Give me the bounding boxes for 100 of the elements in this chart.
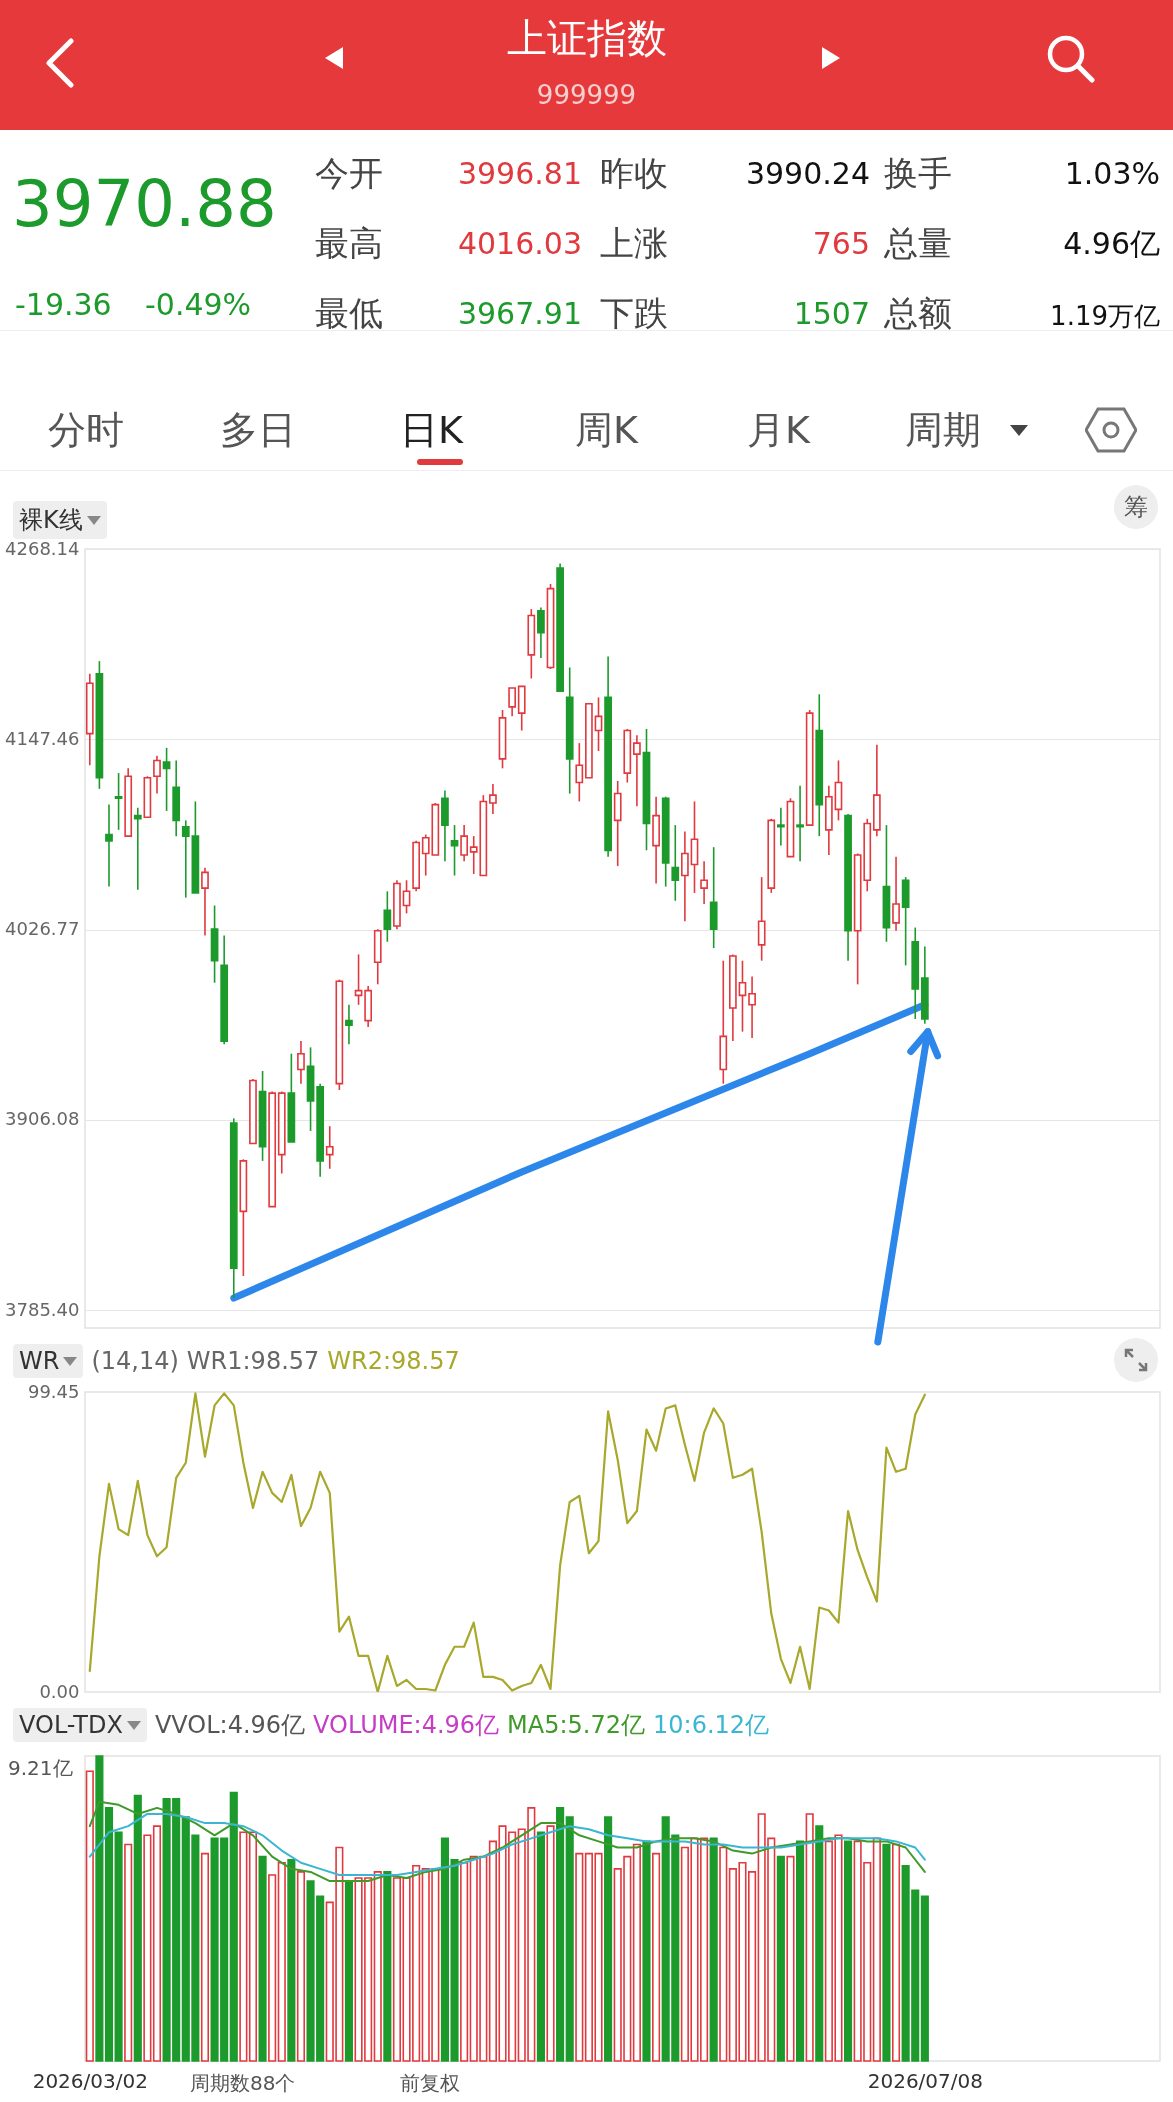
y-tick-label: 3906.08 xyxy=(5,1108,80,1130)
text: 3990.24 xyxy=(745,156,870,191)
candlestick xyxy=(796,784,804,863)
candlestick xyxy=(297,1040,305,1085)
bar xyxy=(258,1855,267,2062)
candlestick xyxy=(700,860,708,905)
bar xyxy=(344,1880,354,2062)
text: (14,14) xyxy=(91,1347,179,1375)
text: 10:6.12亿 xyxy=(653,1710,770,1741)
bar xyxy=(843,1840,853,2062)
text: MA5:5.72亿 xyxy=(507,1710,646,1741)
text: 765 xyxy=(812,226,870,261)
text: 9.21亿 xyxy=(8,1756,73,1780)
text: 999999 xyxy=(535,80,638,112)
candlestick xyxy=(325,1125,334,1170)
bar xyxy=(239,1831,248,2062)
bar xyxy=(815,1825,824,2062)
text: 分时 xyxy=(48,408,124,452)
bar xyxy=(248,1831,258,2062)
text: WR2:98.57 xyxy=(327,1347,460,1375)
bar xyxy=(95,1755,104,2062)
candlestick xyxy=(450,824,459,877)
candlestick xyxy=(537,606,545,659)
bar xyxy=(114,1831,123,2062)
candlestick xyxy=(354,953,363,1006)
text: 3970.88 xyxy=(12,167,277,241)
text: 1507 xyxy=(793,296,870,331)
candlestick xyxy=(153,754,161,795)
bar xyxy=(776,1855,785,2062)
text: 昨收 xyxy=(600,153,668,193)
text: -0.49% xyxy=(145,287,252,322)
bar xyxy=(85,1770,94,2062)
bar xyxy=(920,1895,929,2062)
bar xyxy=(546,1825,555,2062)
y-tick-label: 4268.14 xyxy=(5,537,80,559)
bar xyxy=(719,1846,728,2062)
text: 多日 xyxy=(220,408,296,452)
text: 裸K线 xyxy=(19,505,83,536)
candlestick xyxy=(162,747,171,812)
bar xyxy=(383,1871,392,2062)
text: 总量 xyxy=(884,223,952,263)
candlestick xyxy=(133,806,142,891)
candlestick xyxy=(738,959,747,1033)
y-tick-label: 3785.40 xyxy=(5,1298,80,1320)
text: 前复权 xyxy=(400,2071,460,2095)
text: 3967.91 xyxy=(457,296,582,331)
bar xyxy=(268,1874,277,2062)
text: 4.96亿 xyxy=(1063,226,1160,261)
candlestick xyxy=(114,772,123,831)
candlestick xyxy=(748,975,756,1039)
candlestick xyxy=(671,824,680,902)
text: VOLUME:4.96亿 xyxy=(313,1710,500,1741)
text: 1.19万亿 xyxy=(1050,301,1160,331)
bar xyxy=(652,1852,661,2062)
bar xyxy=(882,1843,891,2062)
bar xyxy=(536,1831,545,2062)
text: 上证指数 xyxy=(505,14,668,62)
bar xyxy=(143,1834,152,2062)
text: 换手 xyxy=(884,153,952,193)
text: 日K xyxy=(400,408,463,452)
line-series xyxy=(88,1392,926,1692)
y-tick-label: 99.45 xyxy=(27,1380,80,1402)
candlestick xyxy=(777,806,785,847)
text: VOL-TDX xyxy=(19,1711,123,1739)
bar xyxy=(277,1861,286,2062)
bar xyxy=(709,1837,718,2062)
text: 今开 xyxy=(315,153,383,193)
text: 最低 xyxy=(315,293,383,333)
text: WR xyxy=(19,1347,60,1375)
text: 周K xyxy=(575,408,638,452)
text: WR1:98.57 xyxy=(186,1347,320,1375)
text: 月K xyxy=(747,408,810,452)
bar xyxy=(104,1807,114,2062)
candlestick xyxy=(757,876,766,962)
text: 周期 xyxy=(905,408,981,452)
candlestick xyxy=(201,866,209,937)
text: 筹 xyxy=(1114,485,1158,529)
bar xyxy=(632,1843,641,2062)
candlestick xyxy=(633,734,641,807)
text: 周期数88个 xyxy=(190,2071,296,2095)
bar xyxy=(152,1825,162,2062)
y-tick-label: 0.00 xyxy=(39,1680,80,1702)
candlestick xyxy=(460,824,468,863)
bar xyxy=(200,1852,210,2062)
bar xyxy=(786,1855,795,2062)
x-tick-label: 2026/03/02 xyxy=(32,2068,148,2093)
candlestick xyxy=(383,890,392,943)
bar xyxy=(373,1871,382,2062)
candlestick xyxy=(892,855,900,932)
text: 3996.81 xyxy=(457,156,582,191)
y-tick-label: 4026.77 xyxy=(5,918,80,940)
bar xyxy=(565,1816,574,2062)
bar xyxy=(133,1794,142,2062)
bar xyxy=(556,1807,565,2062)
candlestick xyxy=(508,687,516,718)
candlestick xyxy=(681,830,689,923)
text: 总额 xyxy=(884,293,952,333)
candlestick xyxy=(489,783,497,815)
bar xyxy=(460,1861,469,2062)
text: 最高 xyxy=(315,223,383,263)
